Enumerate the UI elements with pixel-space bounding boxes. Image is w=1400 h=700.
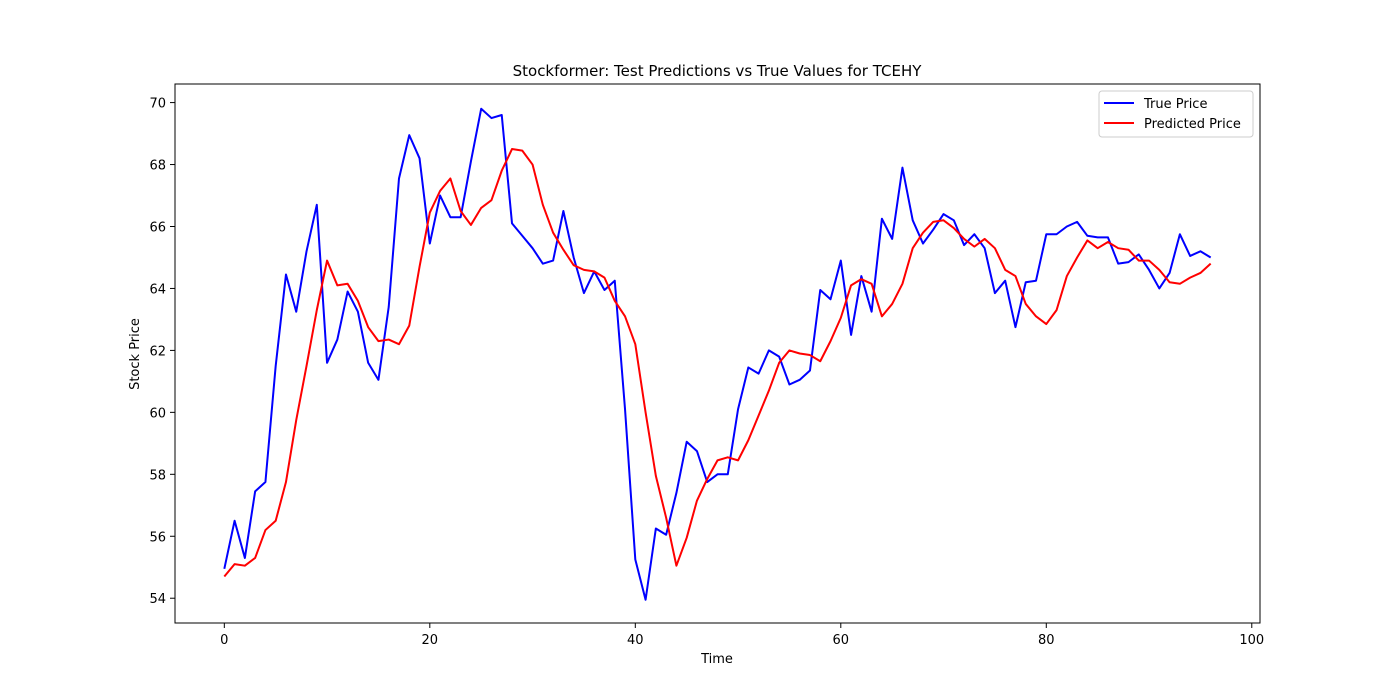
y-tick-label: 70 xyxy=(149,97,166,112)
x-tick-label: 0 xyxy=(220,633,228,648)
y-tick-label: 58 xyxy=(149,468,166,483)
chart-title: Stockformer: Test Predictions vs True Va… xyxy=(513,62,923,80)
x-axis: 0 20 40 60 80 100 xyxy=(220,623,1264,648)
y-tick-label: 64 xyxy=(149,282,166,297)
x-tick-label: 80 xyxy=(1038,633,1055,648)
x-tick-label: 40 xyxy=(627,633,644,648)
series-layer xyxy=(223,107,1212,601)
plot-frame xyxy=(174,83,1261,624)
y-axis-label: Stock Price xyxy=(128,318,143,390)
y-tick-label: 56 xyxy=(149,530,166,545)
legend-box xyxy=(1098,90,1254,138)
y-tick-label: 60 xyxy=(149,406,166,421)
legend-label-predicted-price: Predicted Price xyxy=(1144,117,1241,132)
legend-label-true-price: True Price xyxy=(1143,97,1207,112)
y-axis: 54 56 58 60 62 64 66 68 70 xyxy=(149,97,175,607)
x-tick-label: 100 xyxy=(1239,633,1264,648)
series-line-true-price xyxy=(223,107,1212,601)
series-line-predicted-price xyxy=(223,148,1212,578)
y-tick-label: 66 xyxy=(149,220,166,235)
x-axis-label: Time xyxy=(700,652,733,667)
x-tick-label: 60 xyxy=(833,633,850,648)
y-tick-label: 62 xyxy=(149,344,166,359)
y-tick-label: 68 xyxy=(149,159,166,174)
x-tick-label: 20 xyxy=(422,633,439,648)
y-tick-label: 54 xyxy=(149,592,166,607)
legend: True Price Predicted Price xyxy=(1098,90,1254,138)
